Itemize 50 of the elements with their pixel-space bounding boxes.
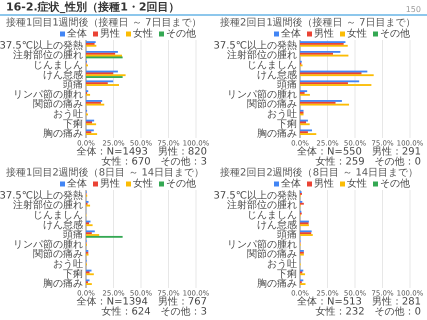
y-tick-label: じんましん [247,210,297,221]
legend-label: 男性 [314,178,334,190]
y-tick-label: リンパ節の腫れ [13,88,83,100]
text: 全体：N=550 男性：291 女性：259 その他：0 [296,146,421,168]
y-tick-label: 胸の痛み [43,278,83,290]
y-tick-label: リンパ節の腫れ [227,88,297,100]
y-tick-label: 注射部位の腫れ [13,49,83,62]
y-tick-label: リンパ節の腫れ [227,238,297,250]
legend-label: 全体 [281,28,301,40]
y-tick-label: じんましん [33,60,83,71]
y-tick-label: 下痢 [277,268,297,280]
chart-title: 接種1回目1週間後（接種日 ～ 7日目まで） [6,16,202,28]
y-tick-label: 注射部位の腫れ [227,199,297,212]
y-tick-label: リンパ節の腫れ [13,238,83,250]
text: 全体：N=1493 男性：820 女性：670 その他：3 [76,146,207,168]
chart-title: 接種2回目1週間後（接種日 ～ 7日目まで） [220,16,416,28]
legend-label: 全体 [67,178,87,190]
y-tick-label: じんましん [247,60,297,71]
legend-label: 女性 [133,28,153,40]
legend-label: その他 [380,178,410,190]
legend-label: その他 [166,28,196,40]
y-tick-label: じんましん [33,210,83,221]
chart-title: 接種2回目2週間後（8日目 ～ 14日目まで） [220,166,418,178]
y-tick-label: 頭痛 [277,228,297,241]
chart-title: 接種1回目2週間後（8日目 ～ 14日目まで） [6,166,204,178]
y-tick-label: 胸の痛み [257,278,297,290]
y-tick-label: 頭痛 [277,78,297,91]
legend-label: 男性 [314,28,334,40]
legend-label: その他 [166,178,196,190]
y-tick-label: 頭痛 [63,78,83,91]
text: 150 [406,5,421,14]
legend-label: 全体 [281,178,301,190]
y-tick-label: 胸の痛み [257,128,297,140]
legend-label: 全体 [67,28,87,40]
text: 全体：N=513 男性：281 女性：232 その他：0 [296,296,421,318]
y-tick-label: 注射部位の腫れ [227,49,297,62]
text: 全体：N=1394 男性：767 女性：624 その他：3 [76,296,207,318]
y-tick-label: 下痢 [63,118,83,130]
legend-label: 男性 [100,28,120,40]
y-tick-label: 下痢 [63,268,83,280]
text: 16-2.症状_性別（接種1・2回目） [6,0,180,14]
legend-label: 女性 [347,178,367,190]
y-tick-label: 頭痛 [63,228,83,241]
y-tick-label: 下痢 [277,118,297,130]
legend-label: 女性 [347,28,367,40]
y-tick-label: 胸の痛み [43,128,83,140]
legend-label: 男性 [100,178,120,190]
legend-label: 女性 [133,178,153,190]
legend-label: その他 [380,28,410,40]
y-tick-label: 注射部位の腫れ [13,199,83,212]
